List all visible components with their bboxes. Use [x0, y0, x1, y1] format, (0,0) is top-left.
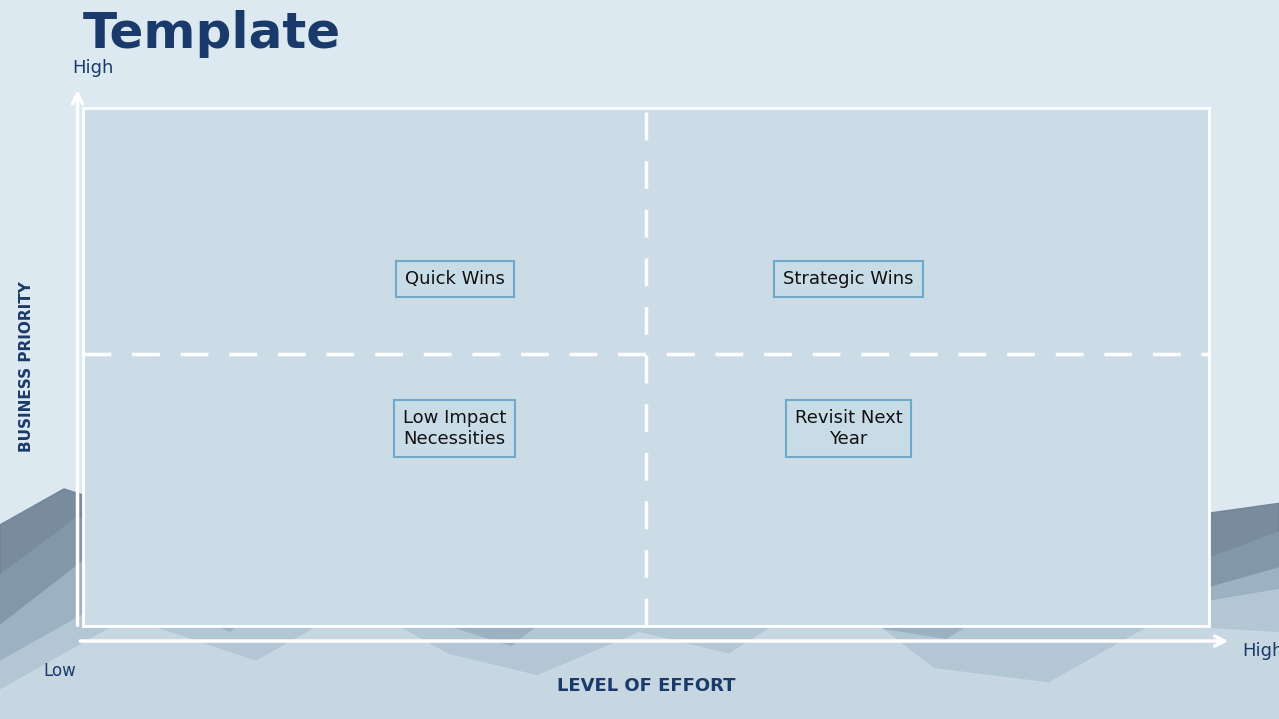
Text: Low: Low	[43, 661, 77, 679]
Text: Template: Template	[83, 9, 341, 58]
Text: Revisit Next
Year: Revisit Next Year	[794, 409, 903, 448]
Text: Quick Wins: Quick Wins	[404, 270, 504, 288]
Text: LEVEL OF EFFORT: LEVEL OF EFFORT	[556, 677, 735, 695]
Polygon shape	[0, 532, 1279, 719]
Text: Low Impact
Necessities: Low Impact Necessities	[403, 409, 506, 448]
Text: BUSINESS PRIORITY: BUSINESS PRIORITY	[19, 281, 35, 452]
Polygon shape	[0, 446, 1279, 719]
Polygon shape	[0, 467, 1279, 719]
Polygon shape	[0, 590, 1279, 719]
Polygon shape	[0, 453, 1279, 719]
Text: High: High	[72, 59, 114, 77]
Text: High: High	[1242, 642, 1279, 661]
Text: Strategic Wins: Strategic Wins	[783, 270, 913, 288]
